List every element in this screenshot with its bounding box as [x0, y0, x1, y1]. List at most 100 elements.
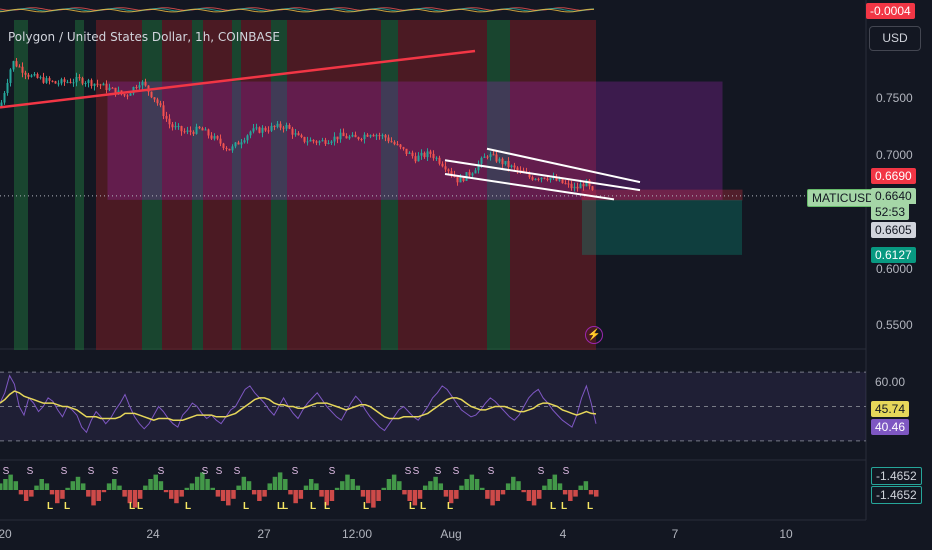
oscillator-bar: [23, 490, 29, 501]
candle-body: [306, 141, 309, 143]
oscillator-bar: [184, 487, 190, 490]
long-marker: L: [129, 501, 135, 512]
long-marker: L: [47, 501, 53, 512]
candle-body: [159, 103, 162, 106]
currency-button[interactable]: USD: [869, 26, 921, 51]
oscillator-bar: [215, 490, 221, 497]
time-axis-label: Aug: [440, 527, 462, 541]
oscillator-bar: [39, 479, 44, 490]
candle-body: [486, 156, 489, 158]
candle-body: [372, 135, 375, 137]
candle-body: [129, 93, 132, 96]
rsi-ma-line: [0, 390, 597, 421]
candle-body: [24, 72, 27, 75]
candle-body: [294, 133, 297, 135]
candle-body: [309, 139, 312, 142]
candle-body: [114, 87, 117, 95]
candle-body: [438, 157, 441, 164]
candle-body: [570, 183, 573, 189]
candle-body: [396, 144, 399, 146]
candle-body: [582, 184, 585, 187]
position-target-area: [582, 199, 742, 255]
candle-body: [30, 75, 33, 77]
oscillator-bar: [60, 490, 65, 499]
rsi-ma-value-tag: 45.74: [871, 401, 910, 417]
signal-band: [232, 20, 241, 350]
oscillator-bar: [490, 490, 495, 506]
long-marker: L: [561, 501, 567, 512]
sell-marker: S: [453, 466, 460, 477]
long-marker: L: [310, 501, 316, 512]
signal-band: [75, 20, 84, 350]
oscillator-bar: [3, 479, 8, 490]
candle-body: [255, 127, 258, 129]
time-axis-label: 12:00: [341, 527, 373, 541]
candle-body: [318, 141, 321, 143]
signal-band: [420, 20, 446, 350]
oscillator-bar: [371, 490, 376, 508]
sell-marker: S: [488, 466, 495, 477]
candle-body: [573, 186, 576, 189]
oscillator-bar: [350, 479, 355, 490]
candle-body: [264, 127, 267, 131]
candle-body: [171, 124, 174, 128]
long-marker: L: [409, 501, 415, 512]
price-tick-label: 0.5500: [876, 318, 913, 332]
candle-body: [228, 148, 231, 151]
entry-level-tag: 0.6605: [871, 222, 916, 238]
oscillator-bar: [485, 490, 490, 499]
signal-band: [365, 20, 381, 350]
sell-marker: S: [413, 466, 420, 477]
oscillator-bar: [552, 474, 558, 490]
candle-body: [492, 154, 495, 156]
oscillator-bar: [547, 479, 552, 490]
oscillator-bar: [583, 481, 589, 490]
candle-body: [93, 83, 96, 86]
candle-body: [546, 178, 549, 180]
oscillator-bar: [236, 485, 241, 490]
oscillator-bar: [70, 481, 76, 490]
candle-body: [444, 166, 447, 170]
candle-body: [414, 156, 417, 162]
signal-band: [446, 20, 475, 350]
oscillator-bar: [101, 490, 107, 493]
long-marker: L: [587, 501, 593, 512]
candle-body: [135, 87, 138, 89]
oscillator-bar: [319, 490, 324, 497]
candle-body: [456, 177, 459, 183]
candle-body: [18, 66, 21, 68]
signal-band: [203, 20, 232, 350]
candle-body: [78, 77, 81, 79]
oscillator-bar: [573, 490, 578, 497]
oscillator-bar: [49, 490, 55, 495]
oscillator-bar: [143, 485, 148, 490]
oscillator-bar: [283, 479, 288, 490]
candle-body: [393, 142, 396, 145]
sell-marker: S: [112, 466, 119, 477]
candle-body: [279, 123, 282, 128]
trendline: [0, 49, 476, 109]
oscillator-bar: [500, 490, 506, 495]
candle-body: [378, 135, 381, 137]
oscillator-bar: [117, 485, 122, 490]
candle-body: [3, 93, 6, 103]
flash-icon[interactable]: ⚡: [585, 326, 603, 344]
oscillator-bar: [174, 490, 179, 504]
time-axis-label: 4: [559, 527, 567, 541]
candle-body: [177, 126, 180, 128]
candle-body: [474, 170, 477, 174]
candle-body: [354, 134, 357, 138]
sell-marker: S: [538, 466, 545, 477]
candle-body: [111, 87, 114, 89]
candle-body: [189, 130, 192, 132]
candle-body: [555, 177, 558, 181]
candle-body: [246, 135, 249, 141]
long-marker: L: [363, 501, 369, 512]
sell-marker: S: [329, 466, 336, 477]
candle-body: [300, 135, 303, 137]
oscillator-bar: [112, 479, 117, 490]
candle-body: [471, 173, 474, 176]
rsi-line: [0, 374, 597, 434]
candle-body: [132, 87, 135, 94]
